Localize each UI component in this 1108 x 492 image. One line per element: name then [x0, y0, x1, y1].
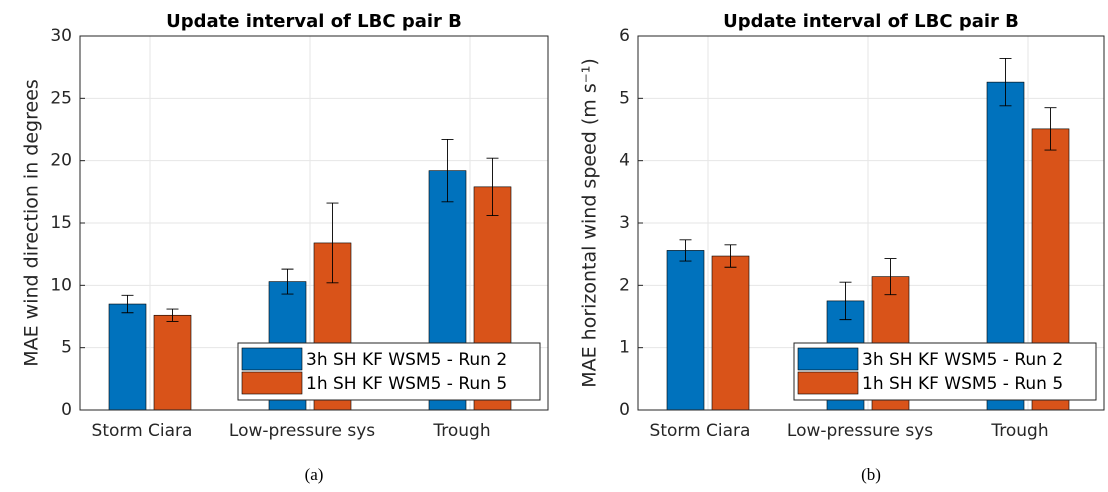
error-bar — [441, 139, 454, 203]
error-bar — [1044, 107, 1057, 151]
error-bar — [839, 281, 852, 321]
x-tick-label: Trough — [432, 421, 490, 441]
error-bar — [486, 157, 499, 216]
bar — [711, 255, 750, 411]
legend-label: 3h SH KF WSM5 - Run 2 — [306, 350, 507, 370]
legend-label: 1h SH KF WSM5 - Run 5 — [306, 374, 507, 394]
axes-box — [637, 35, 1105, 411]
error-bar — [679, 239, 692, 262]
legend-label: 3h SH KF WSM5 - Run 2 — [862, 350, 1063, 370]
x-tick-label: Low-pressure sys — [787, 421, 933, 441]
y-tick-label: 2 — [619, 275, 630, 295]
x-tick-label: Storm Ciara — [650, 421, 751, 441]
bar — [153, 314, 192, 411]
error-bar — [724, 244, 737, 268]
y-axis-label: MAE wind direction in degrees — [21, 79, 43, 367]
x-tick-label: Trough — [990, 421, 1048, 441]
bar — [666, 250, 705, 411]
legend-swatch — [797, 347, 859, 371]
y-tick-label: 25 — [50, 88, 72, 108]
x-tick-label: Low-pressure sys — [229, 421, 375, 441]
y-tick-label: 5 — [619, 88, 630, 108]
y-tick-label: 10 — [50, 275, 72, 295]
legend-label: 1h SH KF WSM5 - Run 5 — [862, 374, 1063, 394]
error-bar — [326, 202, 339, 284]
x-tick-label: Storm Ciara — [92, 421, 193, 441]
error-bar — [121, 294, 134, 314]
y-tick-label: 15 — [50, 213, 72, 233]
axes-box — [79, 35, 549, 411]
y-tick-label: 0 — [61, 400, 72, 420]
legend-swatch — [241, 347, 303, 371]
caption: (a) — [305, 465, 324, 484]
y-tick-label: 6 — [619, 26, 630, 46]
y-axis-label: MAE horizontal wind speed (m s⁻¹) — [579, 58, 601, 388]
chart-title: Update interval of LBC pair B — [723, 11, 1019, 32]
y-tick-label: 3 — [619, 213, 630, 233]
y-tick-label: 5 — [61, 338, 72, 358]
error-bar — [884, 258, 897, 296]
chart-title: Update interval of LBC pair B — [166, 11, 462, 32]
bar — [108, 303, 147, 411]
error-bar — [999, 57, 1012, 107]
y-tick-label: 0 — [619, 400, 630, 420]
legend-swatch — [241, 371, 303, 395]
legend-swatch — [797, 371, 859, 395]
caption: (b) — [861, 465, 881, 484]
error-bar — [281, 268, 294, 295]
y-tick-label: 1 — [619, 338, 630, 358]
error-bar — [166, 308, 179, 322]
y-tick-label: 20 — [50, 151, 72, 171]
y-tick-label: 4 — [619, 151, 630, 171]
y-tick-label: 30 — [50, 26, 72, 46]
